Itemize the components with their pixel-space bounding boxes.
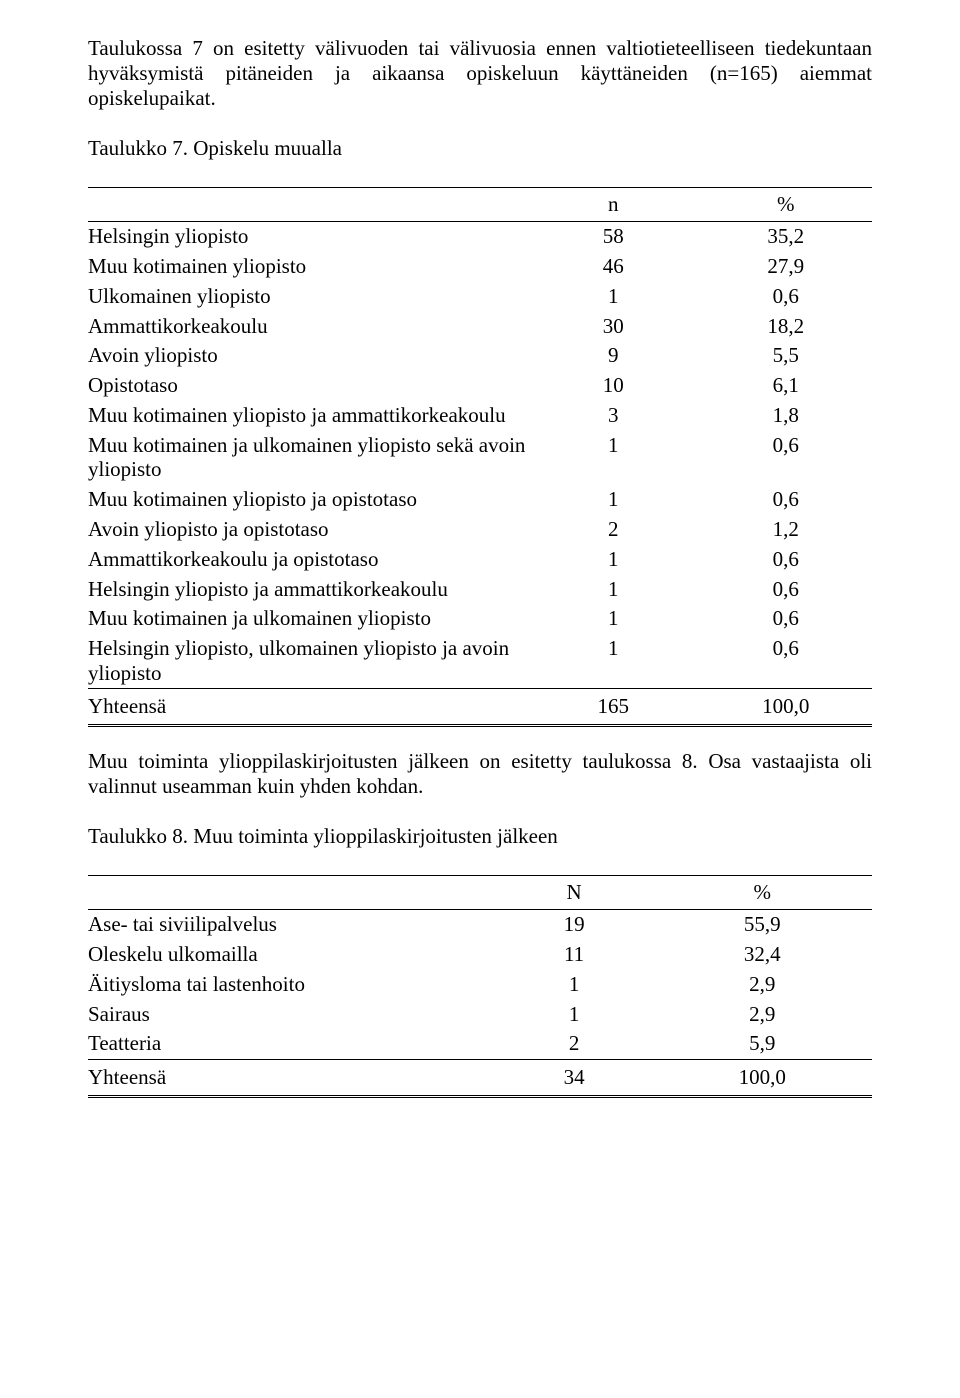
cell-p: 100,0 [700, 689, 872, 726]
cell-n: 1 [527, 634, 699, 689]
cell-n: 1 [527, 281, 699, 311]
cell-n: 165 [527, 689, 699, 726]
cell-n: 30 [527, 311, 699, 341]
cell-n: 10 [527, 371, 699, 401]
table-row: Ulkomainen yliopisto10,6 [88, 281, 872, 311]
cell-p: 27,9 [700, 252, 872, 282]
cell-n: 1 [527, 430, 699, 485]
table-row: Oleskelu ulkomailla1132,4 [88, 940, 872, 970]
cell-p: 55,9 [652, 909, 872, 939]
cell-n: 1 [496, 999, 653, 1029]
cell-n: 1 [527, 604, 699, 634]
cell-n: 19 [496, 909, 653, 939]
table7-header-row: n % [88, 188, 872, 222]
cell-p: 0,6 [700, 634, 872, 689]
cell-label: Sairaus [88, 999, 496, 1029]
cell-label: Muu kotimainen ja ulkomainen yliopisto s… [88, 430, 527, 485]
table7: n % Helsingin yliopisto5835,2 Muu kotima… [88, 187, 872, 727]
cell-p: 0,6 [700, 281, 872, 311]
cell-n: 1 [527, 485, 699, 515]
cell-label: Helsingin yliopisto, ulkomainen yliopist… [88, 634, 527, 689]
table8-header-empty [88, 876, 496, 910]
cell-n: 1 [496, 969, 653, 999]
table8-caption: Taulukko 8. Muu toiminta ylioppilaskirjo… [88, 824, 872, 849]
cell-p: 18,2 [700, 311, 872, 341]
table7-total-row: Yhteensä 165 100,0 [88, 689, 872, 726]
table7-header-p: % [700, 188, 872, 222]
cell-label: Muu kotimainen yliopisto ja ammattikorke… [88, 400, 527, 430]
cell-p: 2,9 [652, 999, 872, 1029]
cell-label: Äitiysloma tai lastenhoito [88, 969, 496, 999]
cell-label: Teatteria [88, 1029, 496, 1059]
cell-label: Avoin yliopisto [88, 341, 527, 371]
cell-label: Ammattikorkeakoulu [88, 311, 527, 341]
table7-caption: Taulukko 7. Opiskelu muualla [88, 136, 872, 161]
table-row: Ammattikorkeakoulu3018,2 [88, 311, 872, 341]
cell-p: 100,0 [652, 1059, 872, 1096]
cell-label: Ase- tai siviilipalvelus [88, 909, 496, 939]
cell-label: Ammattikorkeakoulu ja opistotaso [88, 544, 527, 574]
cell-n: 58 [527, 221, 699, 251]
table-row: Muu kotimainen ja ulkomainen yliopisto s… [88, 430, 872, 485]
cell-label: Muu kotimainen yliopisto [88, 252, 527, 282]
table-row: Sairaus12,9 [88, 999, 872, 1029]
cell-label: Helsingin yliopisto [88, 221, 527, 251]
cell-label: Yhteensä [88, 689, 527, 726]
table-row: Helsingin yliopisto, ulkomainen yliopist… [88, 634, 872, 689]
table-row: Helsingin yliopisto5835,2 [88, 221, 872, 251]
table-row: Avoin yliopisto95,5 [88, 341, 872, 371]
table-row: Muu kotimainen yliopisto ja ammattikorke… [88, 400, 872, 430]
cell-p: 0,6 [700, 544, 872, 574]
cell-n: 3 [527, 400, 699, 430]
cell-p: 0,6 [700, 485, 872, 515]
table-row: Muu kotimainen yliopisto ja opistotaso10… [88, 485, 872, 515]
table-row: Teatteria25,9 [88, 1029, 872, 1059]
table-row: Opistotaso106,1 [88, 371, 872, 401]
cell-label: Yhteensä [88, 1059, 496, 1096]
cell-label: Oleskelu ulkomailla [88, 940, 496, 970]
table8-header-row: N % [88, 876, 872, 910]
cell-label: Muu kotimainen yliopisto ja opistotaso [88, 485, 527, 515]
table8-header-n: N [496, 876, 653, 910]
cell-label: Helsingin yliopisto ja ammattikorkeakoul… [88, 574, 527, 604]
cell-n: 9 [527, 341, 699, 371]
cell-p: 2,9 [652, 969, 872, 999]
cell-label: Ulkomainen yliopisto [88, 281, 527, 311]
table8-header-p: % [652, 876, 872, 910]
cell-p: 5,5 [700, 341, 872, 371]
cell-p: 0,6 [700, 430, 872, 485]
cell-label: Avoin yliopisto ja opistotaso [88, 514, 527, 544]
table8: N % Ase- tai siviilipalvelus1955,9 Olesk… [88, 875, 872, 1097]
table7-header-n: n [527, 188, 699, 222]
table-row: Helsingin yliopisto ja ammattikorkeakoul… [88, 574, 872, 604]
table-row: Muu kotimainen yliopisto4627,9 [88, 252, 872, 282]
cell-n: 46 [527, 252, 699, 282]
cell-p: 1,8 [700, 400, 872, 430]
table-row: Äitiysloma tai lastenhoito12,9 [88, 969, 872, 999]
cell-n: 34 [496, 1059, 653, 1096]
cell-p: 35,2 [700, 221, 872, 251]
cell-n: 2 [496, 1029, 653, 1059]
cell-n: 1 [527, 574, 699, 604]
cell-p: 0,6 [700, 574, 872, 604]
table-row: Muu kotimainen ja ulkomainen yliopisto10… [88, 604, 872, 634]
mid-paragraph: Muu toiminta ylioppilaskirjoitusten jälk… [88, 749, 872, 799]
cell-p: 5,9 [652, 1029, 872, 1059]
table-row: Ase- tai siviilipalvelus1955,9 [88, 909, 872, 939]
table7-header-empty [88, 188, 527, 222]
cell-p: 6,1 [700, 371, 872, 401]
table-row: Avoin yliopisto ja opistotaso21,2 [88, 514, 872, 544]
cell-n: 2 [527, 514, 699, 544]
table8-total-row: Yhteensä 34 100,0 [88, 1059, 872, 1096]
cell-p: 1,2 [700, 514, 872, 544]
intro-paragraph: Taulukossa 7 on esitetty välivuoden tai … [88, 36, 872, 110]
cell-p: 0,6 [700, 604, 872, 634]
cell-label: Opistotaso [88, 371, 527, 401]
cell-n: 1 [527, 544, 699, 574]
cell-p: 32,4 [652, 940, 872, 970]
cell-label: Muu kotimainen ja ulkomainen yliopisto [88, 604, 527, 634]
table-row: Ammattikorkeakoulu ja opistotaso10,6 [88, 544, 872, 574]
cell-n: 11 [496, 940, 653, 970]
